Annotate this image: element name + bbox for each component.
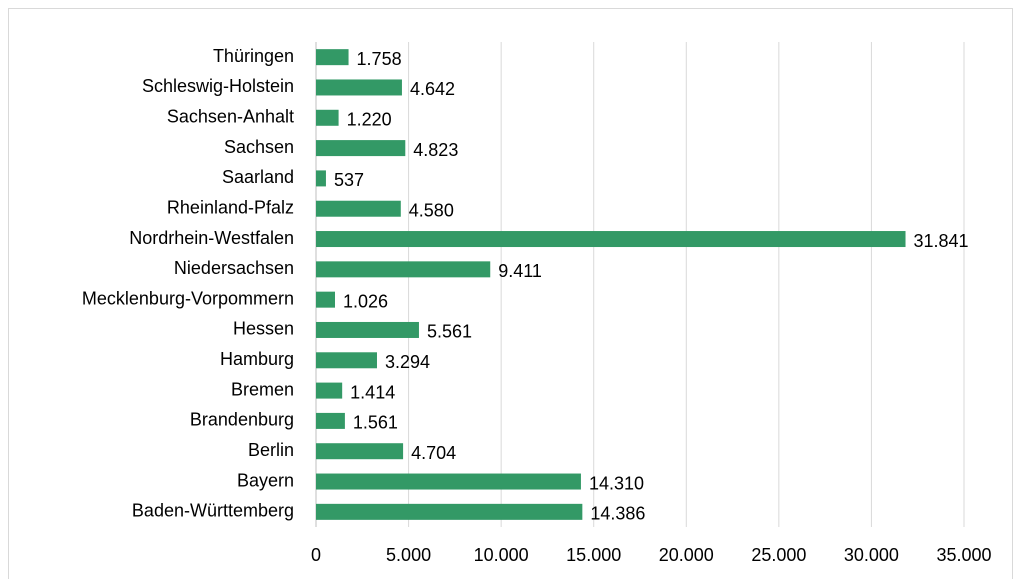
data-label: 9.411: [498, 261, 542, 281]
data-label: 4.823: [413, 140, 458, 160]
data-label: 4.642: [410, 79, 455, 99]
bar: [316, 412, 345, 429]
bar: [316, 79, 402, 96]
y-tick-label: Thüringen: [213, 46, 294, 66]
bar: [316, 170, 326, 187]
x-tick-label: 0: [311, 545, 321, 565]
bar: [316, 291, 335, 308]
data-label: 1.561: [353, 413, 398, 433]
y-tick-label: Hamburg: [220, 349, 294, 369]
bar: [316, 200, 401, 217]
data-label: 1.414: [350, 382, 395, 402]
data-label: 14.386: [590, 504, 645, 524]
x-tick-label: 30.000: [844, 545, 899, 565]
y-tick-label: Niedersachsen: [174, 258, 294, 278]
y-tick-label: Brandenburg: [190, 410, 294, 430]
y-tick-label: Hessen: [233, 319, 294, 339]
x-tick-label: 5.000: [386, 545, 431, 565]
bar: [316, 49, 349, 66]
bar: [316, 261, 491, 278]
bar: [316, 443, 404, 460]
bar: [316, 503, 583, 520]
data-label: 31.841: [914, 231, 969, 251]
data-label: 3.294: [385, 352, 430, 372]
y-tick-label: Saarland: [222, 167, 294, 187]
y-tick-label: Berlin: [248, 440, 294, 460]
y-tick-label: Schleswig-Holstein: [142, 76, 294, 96]
data-label: 4.704: [411, 443, 456, 463]
x-tick-label: 20.000: [659, 545, 714, 565]
y-tick-label: Sachsen: [224, 137, 294, 157]
x-tick-label: 25.000: [751, 545, 806, 565]
x-tick-label: 15.000: [566, 545, 621, 565]
data-label: 4.580: [409, 200, 454, 220]
bar: [316, 382, 343, 399]
y-tick-label: Nordrhein-Westfalen: [129, 228, 294, 248]
y-tick-label: Bayern: [237, 470, 294, 490]
data-label: 5.561: [427, 322, 472, 342]
data-label: 1.758: [357, 49, 402, 69]
y-tick-label: Rheinland-Pfalz: [167, 197, 294, 217]
y-tick-label: Sachsen-Anhalt: [167, 107, 294, 127]
bar: [316, 473, 581, 490]
x-tick-label: 10.000: [474, 545, 529, 565]
data-label: 1.220: [347, 110, 392, 130]
bar: [316, 140, 406, 157]
bar: [316, 352, 377, 369]
bar: [316, 109, 339, 126]
x-tick-label: 35.000: [936, 545, 991, 565]
y-tick-label: Baden-Württemberg: [132, 501, 294, 521]
data-label: 537: [334, 170, 364, 190]
y-tick-label: Mecklenburg-Vorpommern: [82, 288, 294, 308]
bar: [316, 321, 419, 338]
data-label: 14.310: [589, 473, 644, 493]
y-tick-label: Bremen: [231, 379, 294, 399]
bar: [316, 231, 906, 248]
data-label: 1.026: [343, 291, 388, 311]
